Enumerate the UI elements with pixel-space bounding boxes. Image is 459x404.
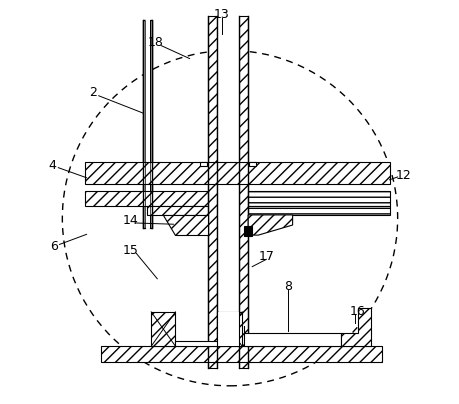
Text: 12: 12 [395, 169, 411, 182]
Text: 14: 14 [123, 214, 139, 227]
Bar [145, 20, 150, 228]
Bar [147, 206, 207, 215]
Bar [199, 162, 207, 166]
Text: 4: 4 [48, 159, 56, 172]
Bar [207, 16, 216, 368]
Bar [218, 312, 241, 346]
Text: 8: 8 [284, 280, 292, 293]
Bar [244, 333, 341, 346]
Polygon shape [163, 215, 207, 235]
Bar [248, 162, 256, 166]
Text: 2: 2 [89, 86, 96, 99]
Text: 16: 16 [349, 305, 364, 318]
Bar [151, 312, 175, 346]
Polygon shape [248, 215, 292, 235]
Bar [216, 312, 239, 346]
Bar [150, 20, 151, 228]
Text: 15: 15 [123, 244, 139, 257]
Polygon shape [341, 308, 370, 346]
Bar [143, 20, 145, 228]
Bar [216, 16, 239, 368]
Text: 18: 18 [147, 36, 163, 49]
Bar [101, 346, 381, 362]
Bar [248, 191, 389, 206]
Bar [248, 206, 389, 215]
Bar [84, 162, 389, 184]
Bar [239, 16, 248, 368]
Text: 17: 17 [258, 250, 274, 263]
Text: 6: 6 [50, 240, 58, 253]
Bar [244, 226, 252, 236]
Bar [84, 191, 207, 206]
Bar [175, 341, 218, 346]
Text: 13: 13 [213, 8, 230, 21]
